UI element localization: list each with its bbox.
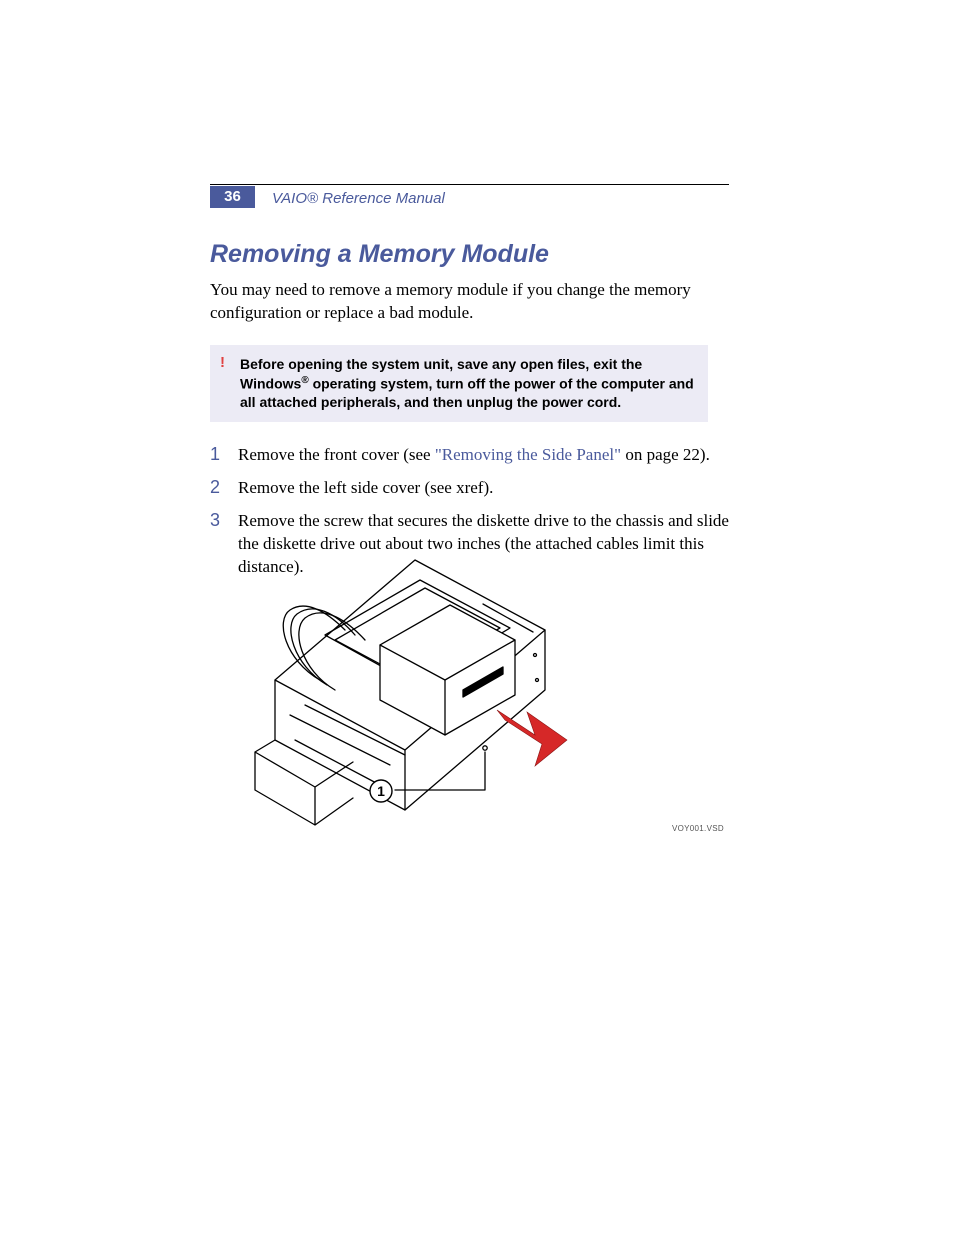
step-2: Remove the left side cover (see xref). bbox=[210, 477, 730, 500]
running-title: VAIO® Reference Manual bbox=[272, 190, 445, 207]
section-title: Removing a Memory Module bbox=[210, 240, 730, 269]
step-1-text-post: on page 22). bbox=[621, 445, 710, 464]
page-number: 36 bbox=[224, 188, 241, 205]
warning-icon: ! bbox=[220, 353, 225, 373]
intro-paragraph: You may need to remove a memory module i… bbox=[210, 279, 730, 325]
callout-1: 1 bbox=[370, 780, 392, 802]
content-area: Removing a Memory Module You may need to… bbox=[210, 240, 730, 589]
registered-symbol: ® bbox=[301, 375, 308, 386]
step-2-text: Remove the left side cover (see xref). bbox=[238, 478, 493, 497]
step-1-text-pre: Remove the front cover (see bbox=[238, 445, 435, 464]
page: 36 VAIO® Reference Manual Removing a Mem… bbox=[0, 0, 954, 1235]
step-1: Remove the front cover (see "Removing th… bbox=[210, 444, 730, 467]
step-1-link[interactable]: "Removing the Side Panel" bbox=[435, 445, 621, 464]
callout-1-label: 1 bbox=[377, 783, 385, 799]
diskette-drive-figure: 1 bbox=[235, 540, 725, 840]
header-rule bbox=[210, 184, 729, 185]
figure-code: VOY001.VSD bbox=[672, 824, 724, 833]
removal-arrow-icon bbox=[497, 710, 567, 766]
page-number-box: 36 bbox=[210, 186, 255, 208]
diskette-drive-svg: 1 bbox=[235, 540, 725, 840]
warning-text: Before opening the system unit, save any… bbox=[240, 355, 694, 412]
warning-box: ! Before opening the system unit, save a… bbox=[210, 345, 708, 422]
warning-text-post: operating system, turn off the power of … bbox=[240, 375, 694, 410]
